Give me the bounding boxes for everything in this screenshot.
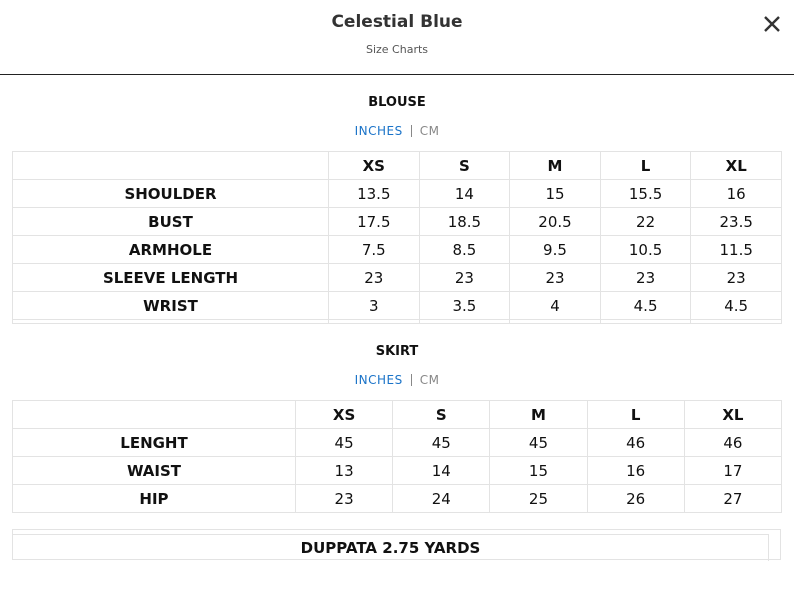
size-header: M <box>489 400 588 429</box>
unit-tab[interactable]: INCHES <box>354 373 403 387</box>
measure-value: 13 <box>294 456 394 485</box>
section-title: SKIRT <box>375 344 419 359</box>
measure-value: 23 <box>599 263 692 292</box>
footer-note: DUPPATA 2.75 YARDS <box>13 534 769 561</box>
measure-value: 17.5 <box>328 207 420 236</box>
measure-value: 20.5 <box>509 207 601 236</box>
measure-value: 45 <box>392 428 491 457</box>
measure-row: SHOULDER 13.5 14 15 15.5 16 <box>12 179 782 208</box>
measure-value: 8.5 <box>418 235 511 264</box>
measure-value: 16 <box>690 179 782 208</box>
measure-row: WRIST 3 3.5 4 4.5 4.5 <box>12 291 782 320</box>
measure-row: BUST 17.5 18.5 20.5 22 23.5 <box>12 207 782 236</box>
pad-cell <box>418 319 511 324</box>
measure-value: 3 <box>328 291 420 320</box>
measure-value: 24 <box>392 484 491 513</box>
pad-cell <box>599 319 692 324</box>
size-header: XL <box>690 151 782 180</box>
measure-label: SLEEVE LENGTH <box>12 263 329 292</box>
unit-tabs: INCHES CM <box>12 121 782 141</box>
measure-value: 22 <box>599 207 692 236</box>
measure-value: 23 <box>328 263 420 292</box>
header-row: XS S M L XL <box>12 400 783 429</box>
section-title: BLOUSE <box>368 95 426 110</box>
measure-value: 23 <box>690 263 782 292</box>
pad-cell <box>12 319 329 324</box>
measure-value: 11.5 <box>690 235 782 264</box>
measure-row: ARMHOLE 7.5 8.5 9.5 10.5 11.5 <box>12 235 782 264</box>
footer-box: DUPPATA 2.75 YARDS <box>12 529 781 561</box>
measure-value: 15.5 <box>599 179 692 208</box>
measure-value: 17 <box>683 456 783 485</box>
unit-tab[interactable]: INCHES <box>354 124 403 138</box>
close-button[interactable] <box>763 15 781 33</box>
measure-value: 4.5 <box>599 291 692 320</box>
measure-value: 10.5 <box>599 235 692 264</box>
pad-cell <box>509 319 601 324</box>
measure-value: 45 <box>294 428 394 457</box>
measure-value: 23 <box>294 484 394 513</box>
measure-row: LENGHT 45 45 45 46 46 <box>12 428 783 457</box>
size-header: S <box>392 400 491 429</box>
measure-value: 9.5 <box>509 235 601 264</box>
measure-value: 18.5 <box>418 207 511 236</box>
measure-row: WAIST 13 14 15 16 17 <box>12 456 783 485</box>
measure-value: 46 <box>683 428 783 457</box>
measure-value: 27 <box>683 484 783 513</box>
tab-separator <box>410 374 412 386</box>
measure-value: 25 <box>489 484 588 513</box>
skirt-section: SKIRT INCHES CM XS S M L XL LENGHT 45 45 45 46 46 WAIS… <box>12 342 783 513</box>
measure-value: 13.5 <box>328 179 420 208</box>
unit-tabs: INCHES CM <box>12 370 782 390</box>
measure-row: SLEEVE LENGTH 23 23 23 23 23 <box>12 263 782 292</box>
measure-label: WRIST <box>12 291 329 320</box>
header-cell <box>12 151 329 180</box>
pad-cell <box>690 319 782 324</box>
modal-title: Celestial Blue <box>331 12 463 32</box>
header-row: XS S M L XL <box>12 151 782 180</box>
measure-value: 26 <box>586 484 685 513</box>
pad-row <box>12 319 782 324</box>
unit-tab[interactable]: CM <box>419 124 440 138</box>
measure-label: HIP <box>12 484 296 513</box>
measure-value: 23.5 <box>690 207 782 236</box>
measure-value: 4.5 <box>690 291 782 320</box>
size-header: L <box>586 400 685 429</box>
tab-separator <box>410 125 412 137</box>
measure-label: LENGHT <box>12 428 296 457</box>
size-table: XS S M L XL SHOULDER 13.5 14 15 15.5 16 BUST 17.5 18.… <box>12 151 782 324</box>
measure-value: 45 <box>489 428 588 457</box>
header-cell <box>12 400 296 429</box>
measure-label: SHOULDER <box>12 179 329 208</box>
modal-subtitle: Size Charts <box>365 43 429 56</box>
measure-value: 4 <box>509 291 601 320</box>
measure-label: ARMHOLE <box>12 235 329 264</box>
unit-tab[interactable]: CM <box>419 373 440 387</box>
size-table: XS S M L XL LENGHT 45 45 45 46 46 WAIST 13 14 15 16 17 HI… <box>12 400 783 513</box>
measure-value: 15 <box>509 179 601 208</box>
size-header: L <box>599 151 692 180</box>
pad-cell <box>328 319 420 324</box>
measure-value: 16 <box>586 456 685 485</box>
measure-value: 46 <box>586 428 685 457</box>
size-header: M <box>509 151 601 180</box>
size-header: XS <box>328 151 420 180</box>
divider <box>0 74 794 75</box>
measure-label: WAIST <box>12 456 296 485</box>
measure-value: 14 <box>418 179 511 208</box>
measure-row: HIP 23 24 25 26 27 <box>12 484 783 513</box>
size-header: XL <box>683 400 783 429</box>
size-header: S <box>418 151 511 180</box>
blouse-section: BLOUSE INCHES CM XS S M L XL SHOULDER 13.5 14 15 15.… <box>12 93 782 324</box>
measure-value: 3.5 <box>418 291 511 320</box>
measure-value: 7.5 <box>328 235 420 264</box>
measure-label: BUST <box>12 207 329 236</box>
size-header: XS <box>294 400 394 429</box>
measure-value: 23 <box>418 263 511 292</box>
measure-value: 23 <box>509 263 601 292</box>
measure-value: 15 <box>489 456 588 485</box>
measure-value: 14 <box>392 456 491 485</box>
